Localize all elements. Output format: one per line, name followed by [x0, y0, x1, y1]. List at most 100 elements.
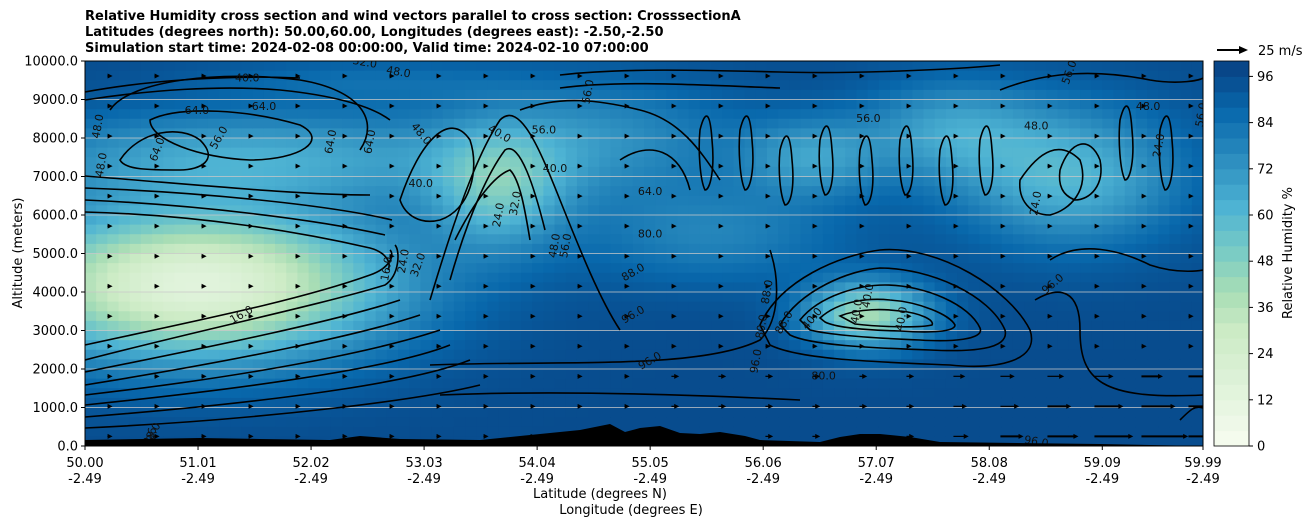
- rh-cell: [330, 407, 343, 418]
- rh-cell: [666, 176, 679, 187]
- rh-cell: [1180, 234, 1193, 245]
- rh-cell: [945, 70, 958, 81]
- rh-cell: [1135, 417, 1148, 428]
- rh-cell: [845, 263, 858, 274]
- rh-cell: [241, 215, 254, 226]
- rh-cell: [722, 417, 735, 428]
- rh-cell: [901, 166, 913, 178]
- rh-cell: [230, 224, 243, 235]
- rh-cell: [532, 311, 544, 322]
- wind-vector: [812, 163, 818, 169]
- rh-cell: [275, 282, 287, 293]
- rh-cell: [800, 80, 813, 91]
- rh-cell: [610, 397, 623, 409]
- rh-cell: [509, 243, 522, 255]
- rh-cell: [364, 70, 377, 81]
- wind-vector-head: [815, 403, 821, 409]
- rh-cell: [398, 311, 410, 322]
- rh-cell: [800, 397, 813, 409]
- wind-vector-head: [953, 283, 959, 289]
- rh-cell: [945, 166, 958, 178]
- rh-cell: [845, 176, 858, 187]
- rh-cell: [308, 80, 321, 91]
- rh-cell: [286, 234, 299, 245]
- rh-cell: [420, 205, 433, 216]
- rh-cell: [610, 378, 623, 389]
- rh-cell: [1035, 349, 1048, 360]
- rh-cell: [979, 272, 992, 283]
- rh-cell: [319, 61, 332, 72]
- rh-cell: [1158, 128, 1171, 139]
- rh-cell: [509, 176, 522, 187]
- rh-cell: [576, 253, 589, 264]
- wind-vector-head: [577, 343, 583, 349]
- rh-cell: [923, 407, 936, 418]
- rh-cell: [1024, 320, 1036, 332]
- rh-cell: [129, 272, 142, 283]
- rh-cell: [96, 138, 108, 149]
- rh-cell: [532, 176, 544, 187]
- rh-cell: [621, 99, 634, 110]
- rh-cell: [867, 128, 880, 139]
- rh-cell: [476, 89, 489, 101]
- rh-cell: [755, 388, 768, 399]
- rh-cell: [476, 224, 489, 235]
- rh-cell: [1068, 109, 1081, 120]
- wind-vector: [248, 193, 254, 199]
- rh-cell: [509, 417, 522, 428]
- rh-cell: [565, 292, 578, 303]
- rh-cell: [442, 157, 455, 168]
- rh-cell: [241, 359, 254, 370]
- rh-cell: [1124, 272, 1137, 283]
- rh-cell: [498, 89, 511, 101]
- rh-cell: [297, 292, 310, 303]
- rh-cell: [453, 109, 466, 120]
- rh-cell: [722, 186, 735, 197]
- rh-cell: [509, 128, 522, 139]
- rh-cell: [1102, 176, 1115, 187]
- wind-vector-head: [483, 253, 489, 259]
- rh-cell: [1001, 340, 1014, 351]
- rh-cell: [711, 272, 723, 283]
- rh-cell: [375, 128, 388, 139]
- wind-vector-head: [1047, 253, 1053, 259]
- rh-cell: [565, 186, 578, 197]
- rh-cell: [398, 234, 410, 245]
- wind-vector-head: [201, 283, 207, 289]
- rh-cell: [923, 176, 936, 187]
- rh-cell: [1147, 436, 1159, 446]
- rh-cell: [1102, 407, 1115, 418]
- rh-cell: [565, 234, 578, 245]
- rh-cell: [241, 89, 254, 101]
- rh-cell: [185, 359, 198, 370]
- rh-cell: [979, 417, 992, 428]
- rh-cell: [1135, 292, 1148, 303]
- rh-cell: [755, 407, 768, 418]
- rh-cell: [1169, 109, 1182, 120]
- rh-cell: [297, 157, 310, 168]
- rh-cell: [185, 176, 198, 187]
- wind-vector-head: [812, 163, 818, 169]
- rh-cell: [711, 157, 723, 168]
- rh-cell: [286, 272, 299, 283]
- rh-cell: [1158, 138, 1171, 149]
- rh-cell: [152, 330, 164, 341]
- rh-cell: [621, 378, 634, 389]
- rh-cell: [196, 369, 209, 380]
- rh-cell: [990, 205, 1003, 216]
- rh-cell: [1012, 282, 1025, 293]
- wind-vector-head: [577, 313, 583, 319]
- rh-cell: [275, 138, 287, 149]
- rh-cell: [889, 70, 902, 81]
- rh-cell: [286, 253, 299, 264]
- rh-cell: [543, 138, 556, 149]
- wind-vector: [765, 193, 771, 199]
- rh-cell: [174, 378, 187, 389]
- wind-vector-head: [295, 223, 301, 229]
- rh-cell: [1035, 166, 1048, 178]
- wind-vector: [953, 193, 959, 199]
- rh-cell: [398, 80, 410, 91]
- rh-cell: [1091, 109, 1103, 120]
- rh-cell: [733, 330, 746, 341]
- rh-cell: [219, 61, 231, 72]
